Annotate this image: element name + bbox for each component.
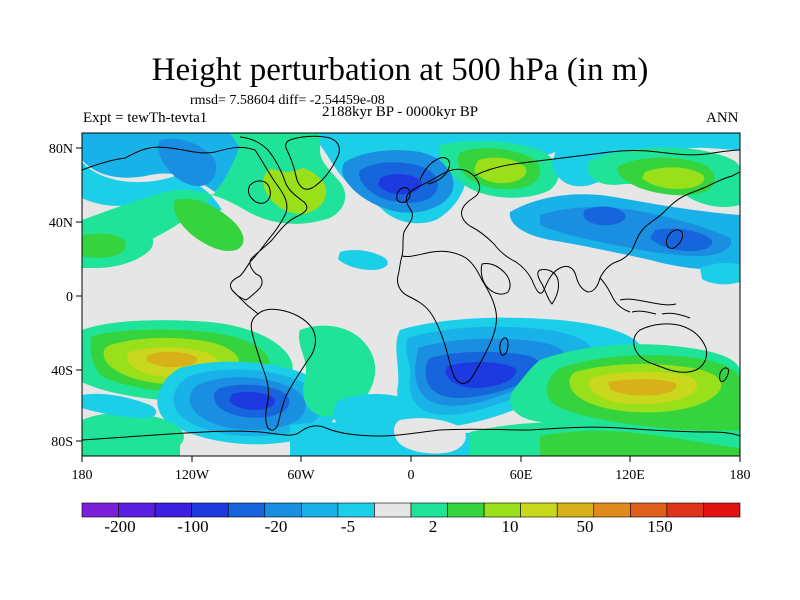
colorbar-swatch (374, 502, 412, 518)
contour-band-s-america-core (229, 391, 276, 410)
x-tick-label: 180 (730, 468, 751, 483)
contour-band-labrador-yellow (263, 165, 327, 214)
contour-band-s-pacific-orange (146, 351, 198, 368)
coastline-indonesia (619, 298, 691, 319)
coastline-greenland (285, 135, 340, 190)
contour-band-antarctic-gray-patch (394, 418, 466, 454)
colorbar-swatch (301, 502, 339, 518)
colorbar-swatch (483, 502, 521, 518)
period-label: 2188kyr BP - 0000kyr BP (322, 104, 479, 120)
colorbar-swatch (410, 502, 448, 518)
contour-band-australia-orange (608, 379, 677, 396)
coastline-europe (401, 168, 481, 257)
colorbar-label: -100 (177, 517, 208, 536)
x-tick-label: 60E (510, 468, 533, 483)
contour-band-europe-core (378, 174, 422, 195)
x-tick-label: 60W (287, 468, 315, 483)
x-tick-label: 180 (72, 468, 93, 483)
colorbar-swatch (227, 502, 266, 518)
coastline-south-america (250, 308, 316, 431)
contour-field (82, 133, 740, 456)
x-tick-labels: 180 120W 60W 0 60E 120E 180 (72, 468, 751, 483)
coastlines (82, 135, 740, 441)
colorbar-swatch (593, 502, 631, 518)
colorbar-swatch (556, 502, 595, 518)
map-title: Height perturbation at 500 hPa (in m) (151, 52, 649, 88)
y-tick-label: 40S (51, 364, 73, 379)
y-tick-label: 80S (51, 435, 73, 450)
colorbar (81, 502, 741, 518)
coastline-antarctica (82, 425, 740, 441)
x-tick-label: 0 (408, 468, 415, 483)
y-tick-labels: 80N 40N 0 40S 80S (49, 142, 73, 450)
contour-band-antarctic-lime (540, 430, 740, 456)
contour-band-s-pacific-lower-cyan (82, 393, 157, 418)
coastline-india (537, 269, 559, 305)
coastline-hudson-bay (247, 180, 271, 204)
colorbar-swatch (447, 502, 485, 518)
contour-band-n-pacific-lime (82, 233, 127, 258)
coastline-north-asia (473, 149, 740, 177)
colorbar-swatch (337, 502, 375, 518)
colorbar-swatch (666, 502, 704, 518)
colorbar-labels: -200 -100 -20 -5 2 10 50 150 (104, 517, 672, 536)
contour-band-n-america-lime (173, 198, 244, 251)
contour-band-s-pacific-lower-green (82, 412, 184, 456)
coastline-central-america (231, 289, 259, 315)
colorbar-label: -200 (104, 517, 135, 536)
contour-band-s-atlantic-green (298, 325, 376, 417)
colorbar-label: 150 (647, 517, 673, 536)
colorbar-swatch (264, 502, 302, 518)
contour-band-w-pacific-cyan (700, 263, 740, 285)
coastline-africa (397, 250, 497, 384)
contour-band-n-atlantic-cyan (338, 250, 388, 270)
coastline-scandinavia (419, 157, 451, 185)
colorbar-swatch (630, 502, 668, 518)
contour-band-greenland-green (230, 133, 320, 172)
colorbar-swatch (118, 502, 156, 518)
colorbar-label: 2 (429, 517, 438, 536)
colorbar-label: 50 (577, 517, 594, 536)
contour-band-s-indian-core (445, 362, 517, 388)
y-tick-label: 40N (49, 216, 73, 231)
colorbar-swatch (191, 502, 229, 518)
contour-band-n-pacific-blue (158, 138, 217, 187)
x-tick-label: 120W (175, 468, 210, 483)
y-tick-label: 0 (66, 290, 73, 305)
x-tick-label: 120E (615, 468, 645, 483)
contour-band-mongolia-dark (583, 206, 626, 226)
coastline-japan (665, 229, 683, 249)
coastline-australia (633, 323, 707, 373)
coastline-new-zealand (719, 367, 729, 383)
stats-label: rmsd= 7.58604 diff= -2.54459e-08 (190, 93, 385, 108)
colorbar-label: 10 (502, 517, 519, 536)
colorbar-swatch (520, 502, 558, 518)
colorbar-swatch (81, 502, 119, 518)
colorbar-swatch (703, 502, 741, 518)
coastline-arabia (480, 263, 511, 295)
contour-band-e-siberia-yellow (642, 167, 705, 189)
colorbar-label: -20 (265, 517, 288, 536)
coastline-madagascar (499, 337, 509, 356)
colorbar-label: -5 (341, 517, 355, 536)
experiment-label: Expt = tewTh-tevta1 (83, 110, 208, 126)
season-label: ANN (706, 110, 739, 126)
coastline-southeast-asia (599, 277, 631, 313)
y-tick-label: 80N (49, 142, 73, 157)
colorbar-swatch (154, 502, 192, 518)
axis-ticks (76, 147, 741, 462)
coastline-british-isles (396, 187, 411, 203)
